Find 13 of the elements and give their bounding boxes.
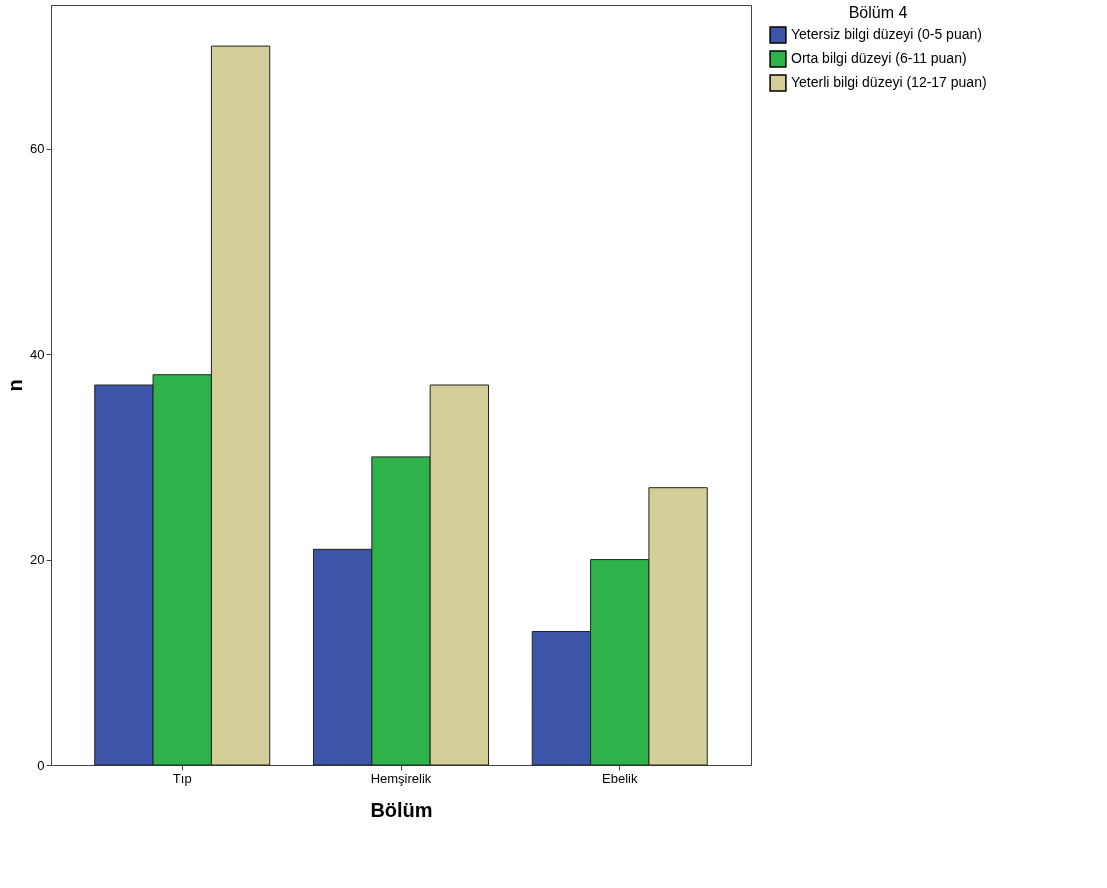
legend-label: Yeterli bilgi düzeyi (12-17 puan) [791, 74, 987, 90]
x-tick-label: Ebelik [602, 770, 638, 786]
x-axis-title: Bölüm [370, 798, 433, 821]
y-tick-label: 40 [30, 346, 45, 362]
legend-label: Orta bilgi düzeyi (6-11 puan) [791, 50, 967, 66]
y-axis-title: n [4, 379, 27, 392]
y-tick-label: 20 [30, 552, 45, 568]
y-tick-label: 60 [30, 141, 45, 157]
legend-title: Bölüm 4 [848, 4, 908, 21]
x-tick-label: Hemşirelik [370, 770, 432, 786]
x-tick-label: Tıp [172, 770, 192, 786]
legend-label: Yetersiz bilgi düzeyi (0-5 puan) [791, 26, 982, 42]
y-tick-label: 0 [37, 757, 45, 773]
